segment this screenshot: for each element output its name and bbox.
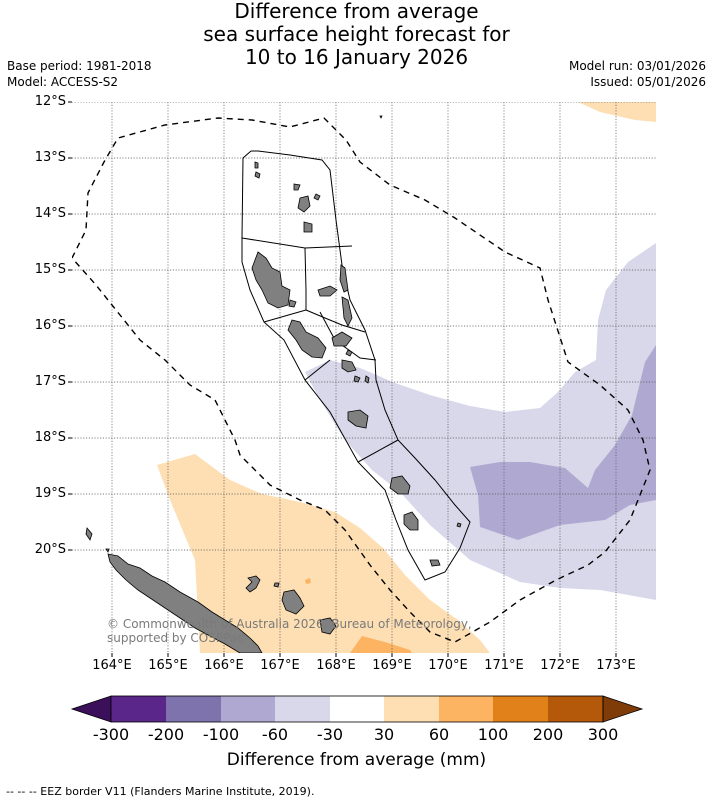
colorbar-under-arrow: [70, 695, 112, 723]
anomaly-positive-30-region: [157, 454, 490, 653]
island-maewo: [339, 264, 349, 293]
island-torres-2: [254, 171, 261, 179]
island-pentecost: [341, 296, 353, 327]
colorbar-bin-5: [330, 696, 384, 722]
colorbar-bin-4: [275, 696, 330, 722]
island-mare: [319, 617, 337, 635]
lon-label-172e: 172°E: [540, 658, 580, 673]
colorbar-bin-8: [493, 696, 548, 722]
axis-ticks: [68, 101, 617, 657]
lat-label-12s: 12°S: [34, 94, 66, 109]
colorbar-tick-9: 200: [532, 725, 564, 744]
lat-label-16s: 16°S: [34, 318, 66, 333]
colorbar-bin-9: [548, 696, 603, 722]
lon-label-171e: 171°E: [484, 658, 524, 673]
island-vanua-lava: [293, 183, 301, 191]
new-caledonia-islands: [85, 115, 383, 653]
colorbar-tick-5: -30: [316, 725, 344, 744]
title-line-2: sea surface height forecast for: [203, 22, 510, 46]
island-lifou: [281, 589, 305, 615]
colorbar-over-arrow: [602, 695, 644, 723]
lon-label-167e: 167°E: [260, 658, 300, 673]
lat-label-14s: 14°S: [34, 206, 66, 221]
colorbar-tick-1: -300: [92, 725, 130, 744]
colorbar-bin-6: [384, 696, 439, 722]
colorbar-bin-1: [111, 696, 166, 722]
copyright-credit: © Commonwealth of Australia 2026, Bureau…: [107, 617, 472, 645]
island-ambae: [317, 285, 338, 297]
colorbar-tick-8: 100: [477, 725, 509, 744]
island-torres-1: [254, 161, 259, 169]
island-malo: [288, 299, 297, 308]
lat-label-15s: 15°S: [34, 262, 66, 277]
island-grande-terre: [107, 553, 263, 653]
map-area: [72, 102, 656, 653]
anomaly-positive-patch-ne: [578, 102, 656, 122]
colorbar-tick-10: 300: [587, 725, 619, 744]
province-boundaries: [241, 150, 471, 581]
lat-label-13s: 13°S: [34, 150, 66, 165]
title-line-1: Difference from average: [234, 0, 479, 23]
colorbar-label: Difference from average (mm): [226, 750, 487, 770]
colorbar-bin-3: [221, 696, 275, 722]
colorbar-tick-6: 30: [373, 725, 395, 744]
lon-label-164e: 164°E: [92, 658, 132, 673]
colorbar-tick-4: -60: [261, 725, 289, 744]
island-epi: [341, 359, 357, 373]
island-tanna: [403, 511, 419, 531]
island-efate: [347, 409, 369, 429]
colorbar-bin-2: [166, 696, 221, 722]
island-tiga: [273, 582, 280, 588]
eez-border: [72, 117, 651, 643]
island-ambrym: [331, 331, 353, 347]
title-line-3: 10 to 16 January 2026: [244, 45, 469, 69]
lon-label-166e: 166°E: [204, 658, 244, 673]
lat-label-19s: 19°S: [34, 486, 66, 501]
island-aneityum: [429, 559, 441, 567]
colorbar: [70, 695, 644, 723]
colorbar-tick-2: -200: [147, 725, 185, 744]
island-hunter: [379, 115, 383, 119]
island-shepherd: [364, 375, 370, 384]
island-erromango: [389, 475, 411, 495]
lat-label-17s: 17°S: [34, 374, 66, 389]
island-belep: [85, 527, 93, 541]
lat-label-20s: 20°S: [34, 542, 66, 557]
island-tongoa: [353, 375, 361, 383]
island-malekula: [287, 319, 327, 359]
lon-label-169e: 169°E: [372, 658, 412, 673]
island-merelava: [313, 193, 321, 201]
lon-label-168e: 168°E: [316, 658, 356, 673]
island-futuna: [456, 522, 462, 528]
colorbar-tick-3: -100: [202, 725, 240, 744]
island-gaua: [297, 195, 311, 213]
anomaly-positive-60-patch: [350, 636, 412, 653]
anomaly-positive-60-dot: [305, 578, 311, 584]
lon-label-165e: 165°E: [148, 658, 188, 673]
graticule: [72, 102, 656, 653]
model-run: Model run: 03/01/2026: [568, 59, 706, 73]
lon-label-173e: 173°E: [596, 658, 636, 673]
model-name: Model: ACCESS-S2: [7, 75, 119, 89]
colorbar-bin-7: [439, 696, 493, 722]
anomaly-negative-100-region: [470, 345, 656, 540]
base-period: Base period: 1981-2018: [7, 59, 152, 73]
island-ureparapara: [303, 221, 313, 233]
vanuatu-islands: [251, 161, 462, 567]
island-surprise: [105, 548, 110, 553]
lat-label-18s: 18°S: [34, 430, 66, 445]
lon-label-170e: 170°E: [428, 658, 468, 673]
island-ouvea: [245, 575, 261, 593]
eez-footnote: -- -- -- EEZ border V11 (Flanders Marine…: [6, 785, 315, 798]
island-paama: [345, 349, 353, 357]
issued-date: Issued: 05/01/2026: [590, 75, 706, 89]
colorbar-tick-7: 60: [428, 725, 450, 744]
island-espiritu-santo: [251, 251, 291, 309]
